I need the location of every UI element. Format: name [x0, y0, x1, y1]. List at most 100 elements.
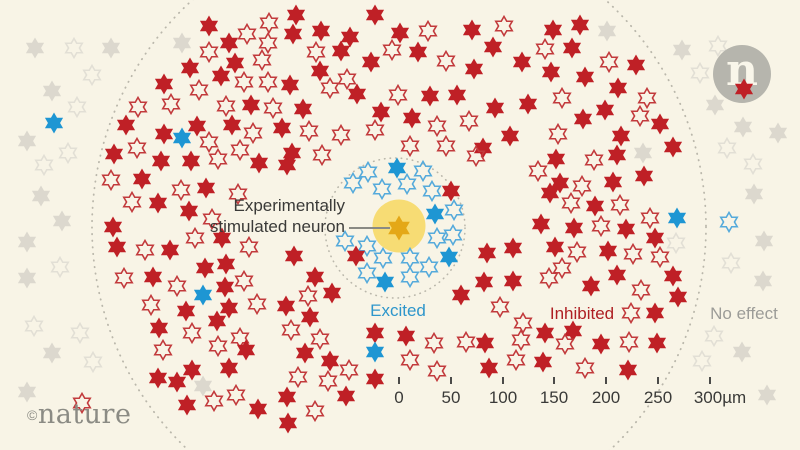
neuron-star	[554, 89, 570, 108]
neuron-star	[322, 282, 342, 304]
neuron-star	[320, 350, 340, 372]
neuron-star	[154, 123, 174, 145]
neuron-star	[173, 181, 189, 200]
neuron-star	[201, 43, 217, 62]
neuron-star	[396, 325, 416, 347]
neuron-star	[260, 34, 276, 53]
copyright-symbol: ©	[27, 407, 38, 423]
neuron-star	[293, 98, 313, 120]
neuron-star	[540, 182, 560, 204]
neuron-star	[441, 180, 461, 202]
neuron-star	[611, 125, 631, 147]
annotation-leader-line	[349, 227, 390, 229]
neuron-star	[652, 248, 668, 267]
neuron-star	[569, 243, 585, 262]
neuron-star	[17, 267, 37, 289]
neuron-star	[107, 236, 127, 258]
scale-tick-label: 250	[643, 388, 673, 407]
neuron-star	[768, 122, 788, 144]
no-effect-region-label: No effect	[710, 304, 778, 323]
neuron-star	[201, 133, 217, 152]
neuron-star	[339, 70, 355, 89]
neuron-star	[603, 171, 623, 193]
outer-boundary-circle	[91, 0, 707, 450]
neuron-star	[445, 226, 461, 245]
neuron-star	[210, 337, 226, 356]
neuron-star	[26, 317, 42, 336]
neuron-star	[276, 295, 296, 317]
neuron-star	[184, 324, 200, 343]
neuron-star	[374, 180, 390, 199]
neuron-star	[475, 332, 495, 354]
neuron-star	[562, 37, 582, 59]
neuron-star	[692, 64, 708, 83]
neuron-star	[438, 52, 454, 71]
neuron-star	[85, 353, 101, 372]
neuron-star	[745, 155, 761, 174]
neuron-star	[104, 143, 124, 165]
neuron-star	[36, 156, 52, 175]
neuron-star	[241, 238, 257, 257]
neuron-star	[474, 271, 494, 293]
neuron-star	[42, 342, 62, 364]
neuron-star	[314, 146, 330, 165]
neuron-star	[753, 270, 773, 292]
neuron-star	[375, 271, 395, 293]
neuron-star	[216, 253, 236, 275]
neuron-star	[545, 236, 565, 258]
neuron-star	[541, 61, 561, 83]
scale-tick-label: 200	[591, 388, 621, 407]
neuron-star	[301, 122, 317, 141]
neuron-star	[193, 375, 213, 397]
neuron-star	[249, 295, 265, 314]
neuron-star	[390, 86, 406, 105]
neuron-star	[754, 230, 774, 252]
neuron-star	[439, 246, 459, 268]
neuron-star	[387, 157, 407, 179]
neuron-star	[633, 142, 653, 164]
neuron-star	[533, 351, 553, 373]
neuron-star	[347, 83, 367, 105]
neuron-star	[219, 32, 239, 54]
neuron-star	[177, 394, 197, 416]
neuron-star	[477, 242, 497, 264]
neuron-star	[124, 193, 140, 212]
neuron-star	[219, 357, 239, 379]
neuron-star	[340, 26, 360, 48]
nature-wordmark: ©nature	[27, 399, 131, 430]
neuron-star	[732, 341, 752, 363]
neuron-star	[462, 19, 482, 41]
inhibited-region-label: Inhibited	[549, 304, 615, 323]
nature-monogram-letter: n	[726, 45, 758, 96]
scale-tick	[502, 377, 504, 384]
neuron-star	[570, 14, 590, 36]
neuron-star	[69, 98, 85, 117]
neuron-star	[181, 150, 201, 172]
neuron-star	[101, 37, 121, 59]
neuron-star	[278, 412, 298, 434]
neuron-star	[625, 245, 641, 264]
neuron-star	[103, 216, 123, 238]
neuron-star	[187, 229, 203, 248]
neuron-star	[537, 40, 553, 59]
neuron-star	[307, 402, 323, 421]
neuron-star	[225, 52, 245, 74]
stimulated-neuron-label: Experimentally stimulated neuron	[145, 195, 345, 237]
neuron-star	[236, 272, 252, 291]
neuron-star	[632, 107, 648, 126]
neuron-star	[508, 351, 524, 370]
neuron-star	[577, 359, 593, 378]
neuron-star	[415, 162, 431, 181]
neuron-star	[426, 334, 442, 353]
nature-monogram-badge: n	[713, 45, 771, 103]
excited-region-label: Excited	[370, 301, 426, 320]
neuron-star	[17, 130, 37, 152]
scale-tick-label: 150	[539, 388, 569, 407]
neuron-star	[408, 41, 428, 63]
neuron-star	[365, 341, 385, 363]
neuron-star	[451, 284, 471, 306]
stars-group	[17, 5, 788, 434]
neuron-star	[143, 266, 163, 288]
